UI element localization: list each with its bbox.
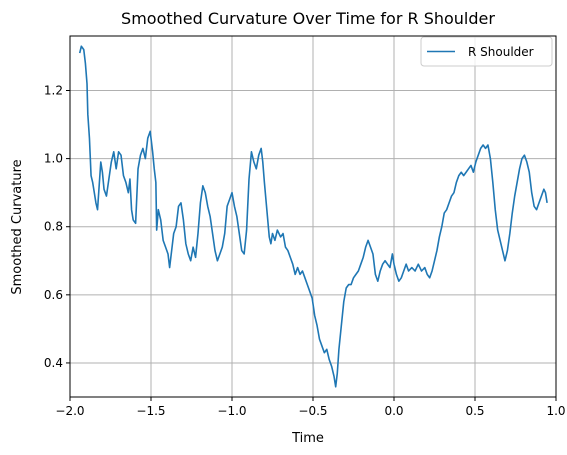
x-tick-label: 0.0 xyxy=(384,404,403,418)
y-tick-label: 1.2 xyxy=(44,83,63,97)
x-tick-label: −1.5 xyxy=(136,404,165,418)
y-tick-label: 0.8 xyxy=(44,220,63,234)
x-tick-label: 0.5 xyxy=(465,404,484,418)
y-axis-label: Smoothed Curvature xyxy=(10,159,25,294)
legend: R Shoulder xyxy=(420,36,553,67)
series-layer xyxy=(78,45,548,388)
x-tick-label: 1.0 xyxy=(546,404,565,418)
y-tick-label: 1.0 xyxy=(44,152,63,166)
chart-title: Smoothed Curvature Over Time for R Shoul… xyxy=(121,9,495,28)
tick-marks xyxy=(66,89,557,401)
y-tick-label: 0.4 xyxy=(44,356,63,370)
grid-lines xyxy=(69,36,557,397)
x-tick-label: −2.0 xyxy=(55,404,84,418)
y-tick-label: 0.6 xyxy=(44,288,63,302)
x-tick-label: −1.0 xyxy=(217,404,246,418)
series-line-r-shoulder xyxy=(78,45,548,388)
x-axis-label: Time xyxy=(291,431,324,446)
legend-label-r-shoulder: R Shoulder xyxy=(468,45,534,59)
legend-box xyxy=(420,36,553,67)
x-tick-label: −0.5 xyxy=(298,404,327,418)
